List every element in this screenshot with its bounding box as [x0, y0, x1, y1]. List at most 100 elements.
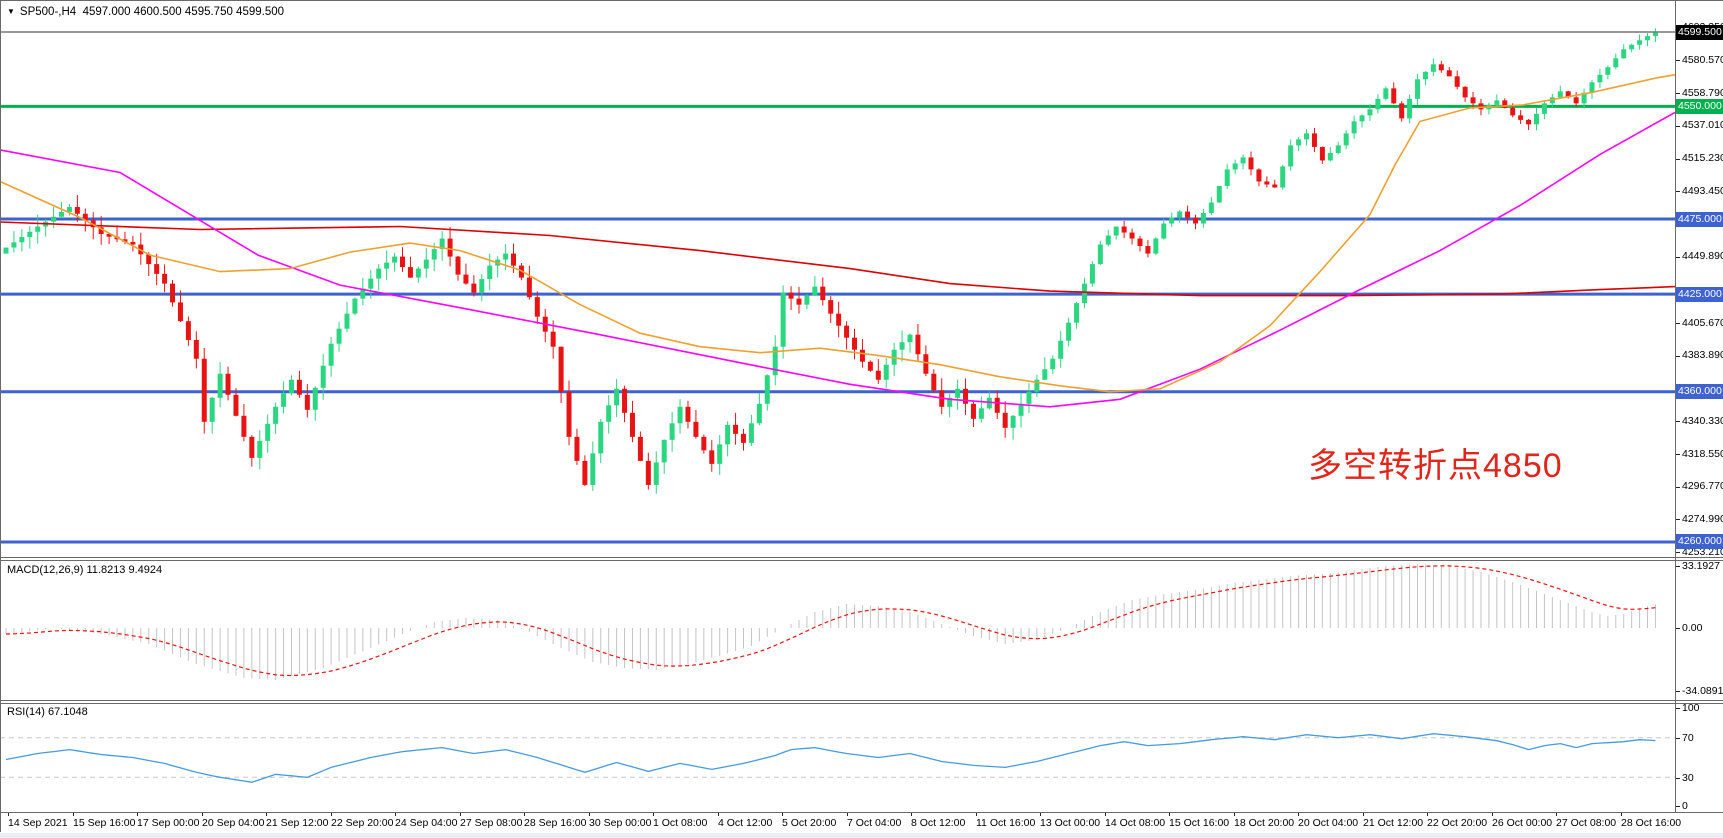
price-tick-mark	[1675, 323, 1680, 324]
level-price-box[interactable]: 4360.000	[1676, 384, 1723, 399]
macd-tick-mark	[1675, 628, 1680, 629]
rsi-tick-mark	[1675, 708, 1680, 709]
symbol-period-label: SP500-,H4	[19, 6, 77, 18]
price-tick-mark	[1675, 552, 1680, 553]
macd-rsi-separator-2	[0, 703, 1723, 704]
price-tick-mark	[1675, 257, 1680, 258]
time-tick-label[interactable]: 7 Oct 04:00	[847, 817, 902, 829]
time-tick-mark	[266, 812, 267, 816]
time-tick-label[interactable]: 4 Oct 12:00	[718, 817, 773, 829]
time-tick-mark	[1040, 812, 1041, 816]
time-tick-mark	[1427, 812, 1428, 816]
ma-orange[interactable]	[0, 74, 1675, 393]
time-tick-label[interactable]: 30 Sep 00:00	[589, 817, 652, 829]
rsi-pane-plot[interactable]	[0, 703, 1675, 812]
time-tick-mark	[460, 812, 461, 816]
rsi-indicator-label: RSI(14) 67.1048	[7, 706, 88, 718]
time-tick-label[interactable]: 1 Oct 08:00	[653, 817, 708, 829]
price-pane-plot[interactable]	[0, 0, 1675, 557]
time-tick-mark	[1298, 812, 1299, 816]
level-price-box[interactable]: 4550.000	[1676, 99, 1723, 114]
time-tick-label[interactable]: 26 Oct 00:00	[1492, 817, 1553, 829]
price-tick-mark	[1675, 60, 1680, 61]
price-tick-mark	[1675, 93, 1680, 94]
time-tick-label[interactable]: 24 Sep 04:00	[395, 817, 458, 829]
price-tick-label: 4515.230	[1682, 152, 1723, 164]
time-tick-mark	[1105, 812, 1106, 816]
rsi-bottom-border	[0, 812, 1723, 813]
time-tick-label[interactable]: 28 Sep 16:00	[524, 817, 587, 829]
price-tick-mark	[1675, 454, 1680, 455]
rsi-line[interactable]	[5, 733, 1656, 783]
time-tick-label[interactable]: 13 Oct 00:00	[1040, 817, 1101, 829]
ma-magenta[interactable]	[0, 111, 1675, 408]
chart-top-border	[0, 0, 1723, 1]
level-price-box[interactable]: 4475.000	[1676, 212, 1723, 227]
time-tick-label[interactable]: 11 Oct 16:00	[976, 817, 1036, 829]
rsi-tick-label: 70	[1682, 732, 1694, 744]
macd-tick-mark	[1675, 566, 1680, 567]
time-tick-mark	[653, 812, 654, 816]
time-tick-mark	[847, 812, 848, 816]
time-tick-label[interactable]: 20 Oct 04:00	[1298, 817, 1359, 829]
horizontal-scrollbar-strip[interactable]	[0, 833, 1723, 838]
rsi-tick-label: 30	[1682, 772, 1694, 784]
price-tick-label: 4558.790	[1682, 87, 1723, 99]
time-tick-label[interactable]: 15 Oct 16:00	[1169, 817, 1230, 829]
time-tick-label[interactable]: 14 Sep 2021	[8, 817, 68, 829]
time-tick-mark	[911, 812, 912, 816]
rsi-tick-label: 100	[1682, 702, 1700, 714]
price-tick-label: 4274.990	[1682, 513, 1723, 525]
time-tick-mark	[976, 812, 977, 816]
time-tick-mark	[137, 812, 138, 816]
time-tick-label[interactable]: 28 Oct 16:00	[1621, 817, 1682, 829]
price-tick-label: 4493.450	[1682, 185, 1723, 197]
price-tick-label: 4340.330	[1682, 415, 1723, 427]
price-tick-label: 4296.770	[1682, 480, 1723, 492]
current-price-box: 4599.500	[1676, 25, 1723, 40]
macd-tick-mark	[1675, 691, 1680, 692]
time-tick-label[interactable]: 5 Oct 20:00	[782, 817, 837, 829]
time-tick-label[interactable]: 20 Sep 04:00	[202, 817, 265, 829]
time-tick-label[interactable]: 21 Sep 12:00	[266, 817, 329, 829]
price-tick-label: 4405.670	[1682, 317, 1723, 329]
time-tick-label[interactable]: 22 Oct 20:00	[1427, 817, 1488, 829]
macd-rsi-separator[interactable]	[0, 700, 1723, 701]
time-tick-label[interactable]: 8 Oct 12:00	[911, 817, 966, 829]
axis-vertical-line	[1675, 0, 1676, 812]
time-tick-mark	[1492, 812, 1493, 816]
price-tick-label: 4253.210	[1682, 546, 1723, 558]
price-macd-separator[interactable]	[0, 557, 1723, 558]
time-tick-label[interactable]: 15 Sep 16:00	[73, 817, 136, 829]
rsi-tick-mark	[1675, 806, 1680, 807]
price-tick-mark	[1675, 356, 1680, 357]
macd-tick-label: 33.1927	[1682, 560, 1720, 572]
macd-signal-line[interactable]	[5, 565, 1656, 677]
macd-pane-plot[interactable]	[0, 561, 1675, 700]
chart-left-border	[0, 0, 1, 832]
price-tick-mark	[1675, 519, 1680, 520]
ohlc-values: 4597.000 4600.500 4595.750 4599.500	[82, 6, 285, 18]
time-tick-label[interactable]: 22 Sep 20:00	[331, 817, 394, 829]
chart-title: ▼ SP500-,H4 4597.000 4600.500 4595.750 45…	[7, 6, 284, 18]
ma-red[interactable]	[0, 221, 1675, 297]
rsi-tick-mark	[1675, 778, 1680, 779]
annotation-text: 多空转折点4850	[1308, 447, 1563, 485]
time-tick-mark	[1621, 812, 1622, 816]
level-price-box[interactable]: 4260.000	[1676, 534, 1723, 549]
time-tick-mark	[395, 812, 396, 816]
time-tick-mark	[1363, 812, 1364, 816]
time-tick-label[interactable]: 17 Sep 00:00	[137, 817, 200, 829]
time-tick-label[interactable]: 27 Sep 08:00	[460, 817, 523, 829]
dropdown-icon[interactable]: ▼	[7, 7, 15, 16]
time-tick-label[interactable]: 14 Oct 08:00	[1105, 817, 1166, 829]
level-price-box[interactable]: 4425.000	[1676, 287, 1723, 302]
price-tick-mark	[1675, 191, 1680, 192]
rsi-tick-mark	[1675, 738, 1680, 739]
time-tick-mark	[1169, 812, 1170, 816]
time-tick-mark	[331, 812, 332, 816]
time-tick-label[interactable]: 27 Oct 08:00	[1556, 817, 1617, 829]
time-tick-label[interactable]: 21 Oct 12:00	[1363, 817, 1424, 829]
time-tick-label[interactable]: 18 Oct 20:00	[1234, 817, 1295, 829]
